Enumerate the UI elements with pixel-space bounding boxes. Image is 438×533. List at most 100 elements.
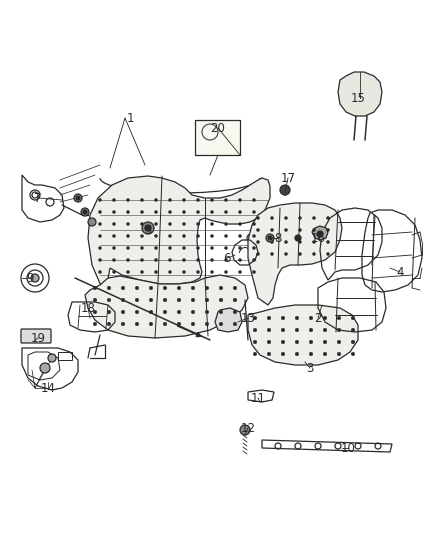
Circle shape <box>149 322 153 326</box>
Circle shape <box>326 216 329 220</box>
Circle shape <box>145 225 151 231</box>
Circle shape <box>252 259 255 262</box>
Text: 7: 7 <box>34 191 42 205</box>
Circle shape <box>127 198 130 201</box>
Circle shape <box>211 271 213 273</box>
Circle shape <box>141 259 144 262</box>
Circle shape <box>312 229 315 231</box>
Circle shape <box>99 246 102 249</box>
Circle shape <box>252 271 255 273</box>
Circle shape <box>211 246 213 249</box>
Circle shape <box>257 240 259 244</box>
Circle shape <box>93 298 97 302</box>
Circle shape <box>155 235 158 238</box>
Circle shape <box>271 240 273 244</box>
Polygon shape <box>248 305 358 365</box>
Text: 12: 12 <box>240 422 255 434</box>
Circle shape <box>240 425 250 435</box>
Circle shape <box>252 198 255 201</box>
Circle shape <box>281 352 285 356</box>
Polygon shape <box>85 275 248 338</box>
Circle shape <box>337 316 341 320</box>
Circle shape <box>99 222 102 225</box>
Circle shape <box>74 194 82 202</box>
Circle shape <box>107 286 111 290</box>
Circle shape <box>211 235 213 238</box>
Circle shape <box>326 229 329 231</box>
Circle shape <box>299 253 301 255</box>
Circle shape <box>337 352 341 356</box>
Circle shape <box>266 234 274 242</box>
Circle shape <box>197 198 199 201</box>
Circle shape <box>183 235 186 238</box>
Circle shape <box>239 198 241 201</box>
Circle shape <box>281 328 285 332</box>
Circle shape <box>48 354 56 362</box>
Circle shape <box>141 271 144 273</box>
Text: 10: 10 <box>341 441 356 455</box>
Circle shape <box>252 222 255 225</box>
Circle shape <box>163 298 167 302</box>
Circle shape <box>163 322 167 326</box>
Circle shape <box>281 316 285 320</box>
Circle shape <box>99 211 102 214</box>
Circle shape <box>76 196 80 200</box>
Circle shape <box>183 259 186 262</box>
Circle shape <box>219 310 223 314</box>
Circle shape <box>285 253 287 255</box>
Circle shape <box>323 328 327 332</box>
Circle shape <box>239 211 241 214</box>
Circle shape <box>177 310 181 314</box>
Circle shape <box>267 316 271 320</box>
Polygon shape <box>88 176 270 295</box>
Circle shape <box>351 328 355 332</box>
Circle shape <box>268 236 272 240</box>
Circle shape <box>127 222 130 225</box>
Circle shape <box>326 240 329 244</box>
Circle shape <box>121 322 125 326</box>
Circle shape <box>253 340 257 344</box>
Circle shape <box>169 198 172 201</box>
Circle shape <box>40 363 50 373</box>
Circle shape <box>113 246 116 249</box>
Circle shape <box>285 240 287 244</box>
Polygon shape <box>338 72 382 116</box>
Text: 16: 16 <box>311 231 325 245</box>
Text: 11: 11 <box>251 392 265 405</box>
Text: 13: 13 <box>240 311 255 325</box>
Circle shape <box>252 211 255 214</box>
Circle shape <box>211 222 213 225</box>
Text: 6: 6 <box>223 252 231 264</box>
Circle shape <box>257 229 259 231</box>
Circle shape <box>225 198 227 201</box>
Circle shape <box>93 322 97 326</box>
Circle shape <box>141 246 144 249</box>
Circle shape <box>107 322 111 326</box>
Circle shape <box>169 259 172 262</box>
Circle shape <box>177 286 181 290</box>
Circle shape <box>219 298 223 302</box>
Circle shape <box>113 211 116 214</box>
Circle shape <box>135 286 139 290</box>
Text: 19: 19 <box>31 332 46 344</box>
Circle shape <box>113 259 116 262</box>
Polygon shape <box>248 203 342 305</box>
Circle shape <box>197 246 199 249</box>
Circle shape <box>225 211 227 214</box>
Circle shape <box>267 328 271 332</box>
Text: 5: 5 <box>144 223 152 237</box>
Circle shape <box>211 198 213 201</box>
Circle shape <box>127 235 130 238</box>
Circle shape <box>211 211 213 214</box>
Circle shape <box>191 322 195 326</box>
Circle shape <box>252 235 255 238</box>
Text: 4: 4 <box>396 265 404 279</box>
Circle shape <box>135 298 139 302</box>
Circle shape <box>113 198 116 201</box>
Circle shape <box>326 253 329 255</box>
Circle shape <box>127 259 130 262</box>
Circle shape <box>191 310 195 314</box>
Circle shape <box>135 310 139 314</box>
Circle shape <box>205 286 209 290</box>
Circle shape <box>183 246 186 249</box>
